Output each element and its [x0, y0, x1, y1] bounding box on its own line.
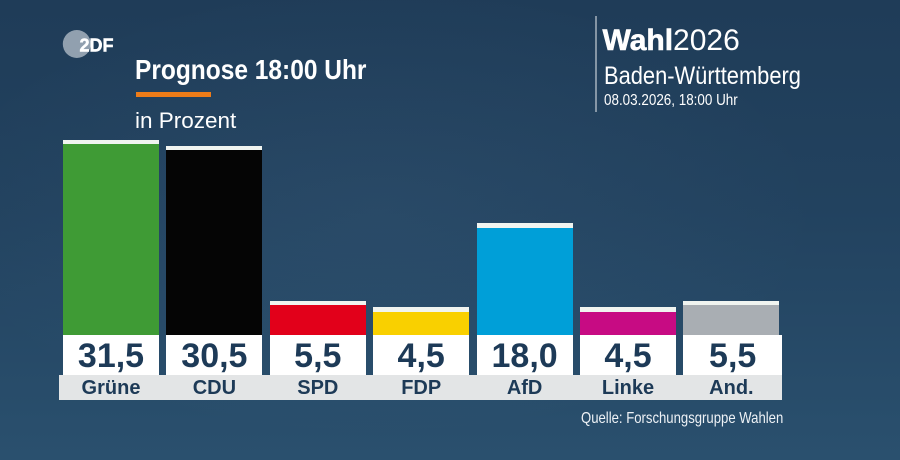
svg-text:2DF: 2DF: [80, 35, 114, 55]
